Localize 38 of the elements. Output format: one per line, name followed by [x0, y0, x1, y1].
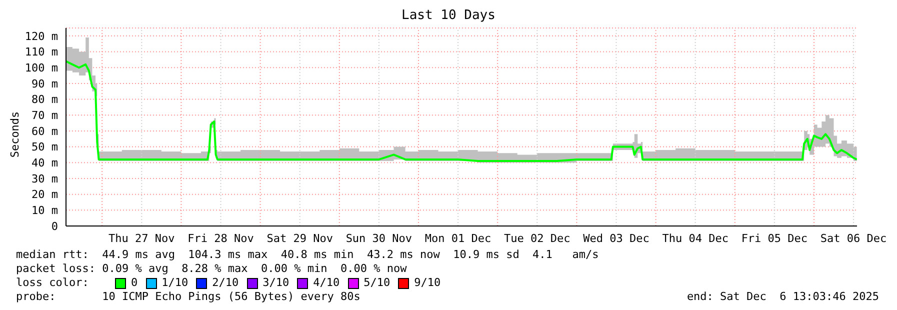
x-tick-label: Sun 30 Nov — [346, 232, 412, 245]
text: packet loss: 0.09 % avg 8.28 % max 0.00 % min 0.00 % now — [16, 262, 408, 276]
legend-label: 3/10 — [262, 276, 290, 290]
y-tick-label: 0 — [51, 220, 58, 233]
x-tick-label: Sat 06 Dec — [820, 232, 887, 245]
y-tick-label: 80 m — [32, 93, 58, 106]
text: probe: 10 ICMP Echo Pings (56 Bytes) every 80s — [16, 290, 360, 304]
legend-title: loss color: — [16, 276, 90, 290]
y-tick-label: 70 m — [32, 109, 58, 122]
legend-label: 4/10 — [312, 276, 340, 290]
y-tick-label: 50 m — [32, 140, 58, 154]
line-series — [66, 60, 857, 162]
y-tick-label: 60 m — [32, 124, 58, 138]
legend-label: 5/10 — [362, 276, 390, 290]
text: end: Sat Dec 6 13:03:46 2025 — [686, 290, 879, 304]
chart-title: Last 10 Days — [400, 8, 496, 24]
y-tick-label: 110 m — [24, 46, 58, 59]
y-tick-label: 120 m — [24, 30, 58, 43]
y-axis-title: Seconds — [8, 110, 22, 158]
y-tick-label: 40 m — [32, 156, 58, 170]
x-tick-label: Fri 05 Dec — [741, 232, 808, 245]
legend-label: 2/10 — [211, 276, 239, 290]
x-tick-label: Sat 29 Nov — [266, 232, 334, 245]
x-tick-label: Thu 04 Dec — [662, 232, 728, 245]
x-tick-label: Tue 02 Dec — [504, 232, 570, 245]
y-tick-label: 90 m — [32, 77, 58, 90]
y-tick-label: 10 m — [32, 204, 58, 218]
y-tick-label: 100 m — [24, 62, 58, 75]
legend-label: 1/10 — [160, 276, 188, 290]
x-tick-label: Wed 03 Dec — [583, 232, 650, 245]
y-tick-label: 20 m — [32, 188, 58, 202]
text: median rtt: 44.9 ms avg 104.3 ms max 40.8 ms min 43.2 ms now 10.9 ms sd 4.1 am/s — [16, 248, 600, 262]
legend-label: 0 — [130, 276, 138, 290]
y-tick-label: 30 m — [32, 172, 58, 186]
x-tick-label: Thu 27 Nov — [108, 232, 176, 245]
x-tick-label: Mon 01 Dec — [424, 232, 492, 245]
x-tick-label: Fri 28 Nov — [188, 232, 254, 245]
legend-label: 9/10 — [413, 276, 441, 290]
